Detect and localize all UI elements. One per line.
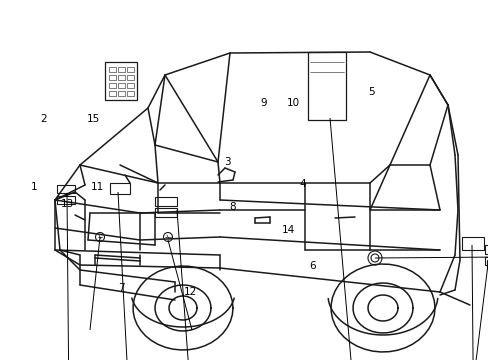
Text: 10: 10 bbox=[286, 98, 299, 108]
Bar bbox=[118, 83, 125, 88]
Text: 9: 9 bbox=[260, 98, 267, 108]
Text: 6: 6 bbox=[309, 261, 316, 271]
Bar bbox=[105, 62, 137, 100]
Circle shape bbox=[163, 233, 172, 242]
Text: 11: 11 bbox=[91, 182, 104, 192]
Bar bbox=[127, 91, 134, 96]
Text: 12: 12 bbox=[183, 287, 197, 297]
Text: 4: 4 bbox=[299, 179, 306, 189]
Bar bbox=[127, 67, 134, 72]
Bar bbox=[307, 52, 346, 120]
Text: 8: 8 bbox=[228, 202, 235, 212]
Text: 2: 2 bbox=[41, 114, 47, 124]
Text: 7: 7 bbox=[118, 283, 124, 293]
Circle shape bbox=[370, 254, 378, 262]
Text: 14: 14 bbox=[281, 225, 295, 235]
Bar bbox=[118, 67, 125, 72]
Text: 1: 1 bbox=[31, 182, 38, 192]
Bar bbox=[109, 75, 116, 80]
Bar bbox=[484, 245, 488, 254]
Bar bbox=[118, 91, 125, 96]
Text: 5: 5 bbox=[367, 87, 374, 97]
Bar bbox=[461, 237, 483, 250]
Text: 3: 3 bbox=[224, 157, 230, 167]
Bar bbox=[127, 83, 134, 88]
Bar bbox=[57, 196, 75, 204]
Bar bbox=[486, 260, 488, 269]
Bar bbox=[484, 257, 488, 265]
Bar bbox=[109, 91, 116, 96]
Bar bbox=[155, 197, 177, 206]
Bar bbox=[127, 75, 134, 80]
Text: 13: 13 bbox=[61, 199, 74, 210]
Bar bbox=[109, 67, 116, 72]
Bar bbox=[155, 208, 177, 217]
Text: 15: 15 bbox=[87, 114, 101, 124]
Circle shape bbox=[95, 233, 104, 242]
Bar bbox=[57, 185, 75, 193]
Circle shape bbox=[367, 251, 381, 265]
Bar bbox=[110, 183, 130, 194]
Bar bbox=[109, 83, 116, 88]
Bar bbox=[118, 75, 125, 80]
